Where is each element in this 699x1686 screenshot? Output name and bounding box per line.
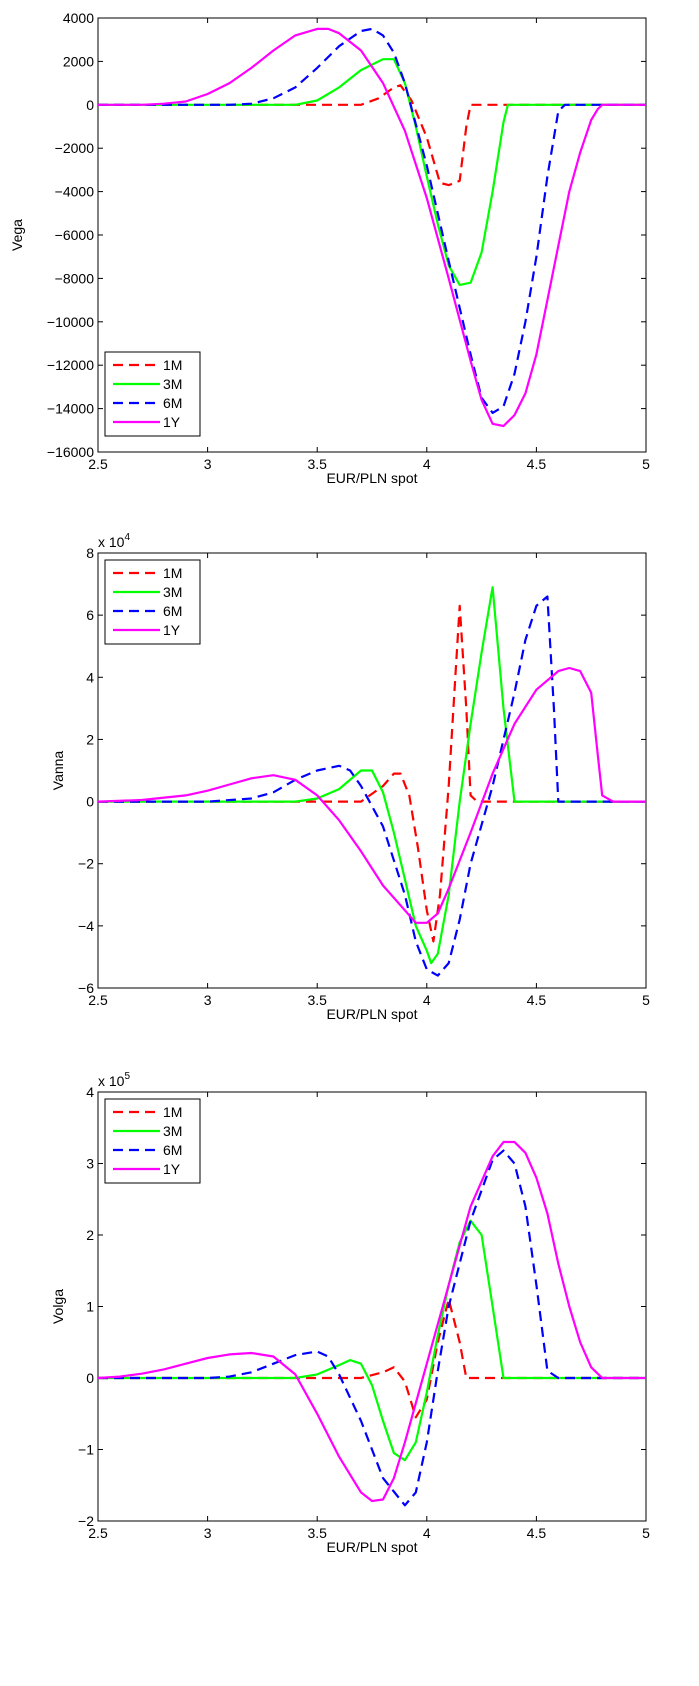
x-tick-label: 4.5 bbox=[527, 992, 547, 1008]
x-axis-label: EUR/PLN spot bbox=[326, 1006, 417, 1022]
x-tick-label: 3.5 bbox=[307, 992, 327, 1008]
y-tick-label: 1 bbox=[86, 1299, 94, 1315]
legend: 1M 3M 6M 1Y bbox=[104, 1098, 201, 1184]
y-tick-label: 8 bbox=[86, 545, 94, 561]
x-tick-label: 4.5 bbox=[527, 1525, 547, 1541]
y-tick-label: −12000 bbox=[47, 357, 94, 373]
x-tick-label: 4 bbox=[423, 1525, 431, 1541]
series-line-3m bbox=[98, 1219, 646, 1462]
x-tick-label: 4 bbox=[423, 456, 431, 472]
y-multiplier-exponent: 5 bbox=[124, 1071, 130, 1082]
series-line-3m bbox=[98, 58, 646, 286]
x-tick-label: 5 bbox=[642, 456, 650, 472]
y-tick-label: −8000 bbox=[55, 270, 95, 286]
y-tick-label: −4000 bbox=[55, 184, 95, 200]
y-tick-label: 4000 bbox=[63, 10, 94, 26]
x-tick-label: 2.5 bbox=[88, 456, 108, 472]
y-tick-label: 0 bbox=[86, 1370, 94, 1386]
series-line-1m bbox=[98, 604, 646, 943]
x-tick-label: 3.5 bbox=[307, 456, 327, 472]
x-tick-label: 2.5 bbox=[88, 1525, 108, 1541]
y-tick-label: 2 bbox=[86, 1227, 94, 1243]
y-tick-label: 0 bbox=[86, 794, 94, 810]
legend-label-1m: 1M bbox=[163, 357, 182, 373]
legend-label-1m: 1M bbox=[163, 565, 182, 581]
legend-label-1y: 1Y bbox=[163, 414, 181, 430]
y-tick-label: 3 bbox=[86, 1156, 94, 1172]
y-multiplier-exponent: 4 bbox=[124, 532, 130, 543]
y-multiplier: x 105 bbox=[98, 1071, 130, 1089]
y-tick-label: −16000 bbox=[47, 444, 94, 460]
y-tick-label: −2 bbox=[78, 856, 94, 872]
legend-label-6m: 6M bbox=[163, 395, 182, 411]
y-tick-label: 2000 bbox=[63, 53, 94, 69]
series-group bbox=[98, 27, 646, 428]
series-line-6m bbox=[98, 595, 646, 977]
legend-label-3m: 3M bbox=[163, 584, 182, 600]
legend-label-3m: 3M bbox=[163, 1123, 182, 1139]
y-tick-label: 4 bbox=[86, 669, 94, 685]
legend-label-1m: 1M bbox=[163, 1104, 182, 1120]
y-tick-label: −1 bbox=[78, 1442, 94, 1458]
y-tick-label: 2 bbox=[86, 731, 94, 747]
legend-label-3m: 3M bbox=[163, 376, 182, 392]
series-line-6m bbox=[98, 27, 646, 414]
chart-vanna: 2.5 3 3.5 4 4.5 5 −6 −4 −2 0 2 4 6 8x 104 EUR/PLN spot… bbox=[50, 532, 650, 1022]
y-multiplier: x 104 bbox=[98, 532, 130, 550]
legend-label-1y: 1Y bbox=[163, 622, 181, 638]
x-tick-label: 3 bbox=[204, 1525, 212, 1541]
y-axis-label: Volga bbox=[50, 1289, 66, 1324]
y-tick-label: −14000 bbox=[47, 401, 94, 417]
x-tick-label: 3 bbox=[204, 456, 212, 472]
y-tick-label: 6 bbox=[86, 607, 94, 623]
series-line-1y bbox=[98, 1140, 646, 1503]
legend: 1M 3M 6M 1Y bbox=[104, 559, 201, 645]
y-axis-label: Vega bbox=[9, 219, 25, 251]
series-line-1m bbox=[98, 84, 646, 187]
legend: 1M 3M 6M 1Y bbox=[104, 351, 201, 437]
x-tick-label: 5 bbox=[642, 992, 650, 1008]
series-line-1m bbox=[98, 1298, 646, 1419]
series-line-1y bbox=[98, 27, 646, 428]
legend-label-6m: 6M bbox=[163, 603, 182, 619]
y-tick-label: −10000 bbox=[47, 314, 94, 330]
series-line-1y bbox=[98, 666, 646, 924]
x-tick-label: 5 bbox=[642, 1525, 650, 1541]
x-tick-label: 3.5 bbox=[307, 1525, 327, 1541]
series-group bbox=[98, 586, 646, 977]
axes-box bbox=[97, 552, 647, 989]
y-tick-label: −2 bbox=[78, 1513, 94, 1529]
x-tick-label: 2.5 bbox=[88, 992, 108, 1008]
series-line-3m bbox=[98, 586, 646, 965]
x-axis-label: EUR/PLN spot bbox=[326, 470, 417, 486]
x-axis-label: EUR/PLN spot bbox=[326, 1539, 417, 1555]
series-group bbox=[98, 1140, 646, 1507]
y-tick-label: −6000 bbox=[55, 227, 95, 243]
x-tick-label: 3 bbox=[204, 992, 212, 1008]
legend-label-1y: 1Y bbox=[163, 1161, 181, 1177]
y-tick-label: 0 bbox=[86, 97, 94, 113]
y-tick-label: −4 bbox=[78, 918, 94, 934]
x-tick-label: 4.5 bbox=[527, 456, 547, 472]
chart-vega: 2.5 3 3.5 4 4.5 5 −16000 −14000 −12000 −10000 −800… bbox=[9, 10, 650, 486]
y-tick-label: −2000 bbox=[55, 140, 95, 156]
y-tick-label: 4 bbox=[86, 1084, 94, 1100]
x-tick-label: 4 bbox=[423, 992, 431, 1008]
series-line-6m bbox=[98, 1149, 646, 1507]
legend-label-6m: 6M bbox=[163, 1142, 182, 1158]
y-axis-label: Vanna bbox=[50, 751, 66, 791]
y-tick-label: −6 bbox=[78, 980, 94, 996]
